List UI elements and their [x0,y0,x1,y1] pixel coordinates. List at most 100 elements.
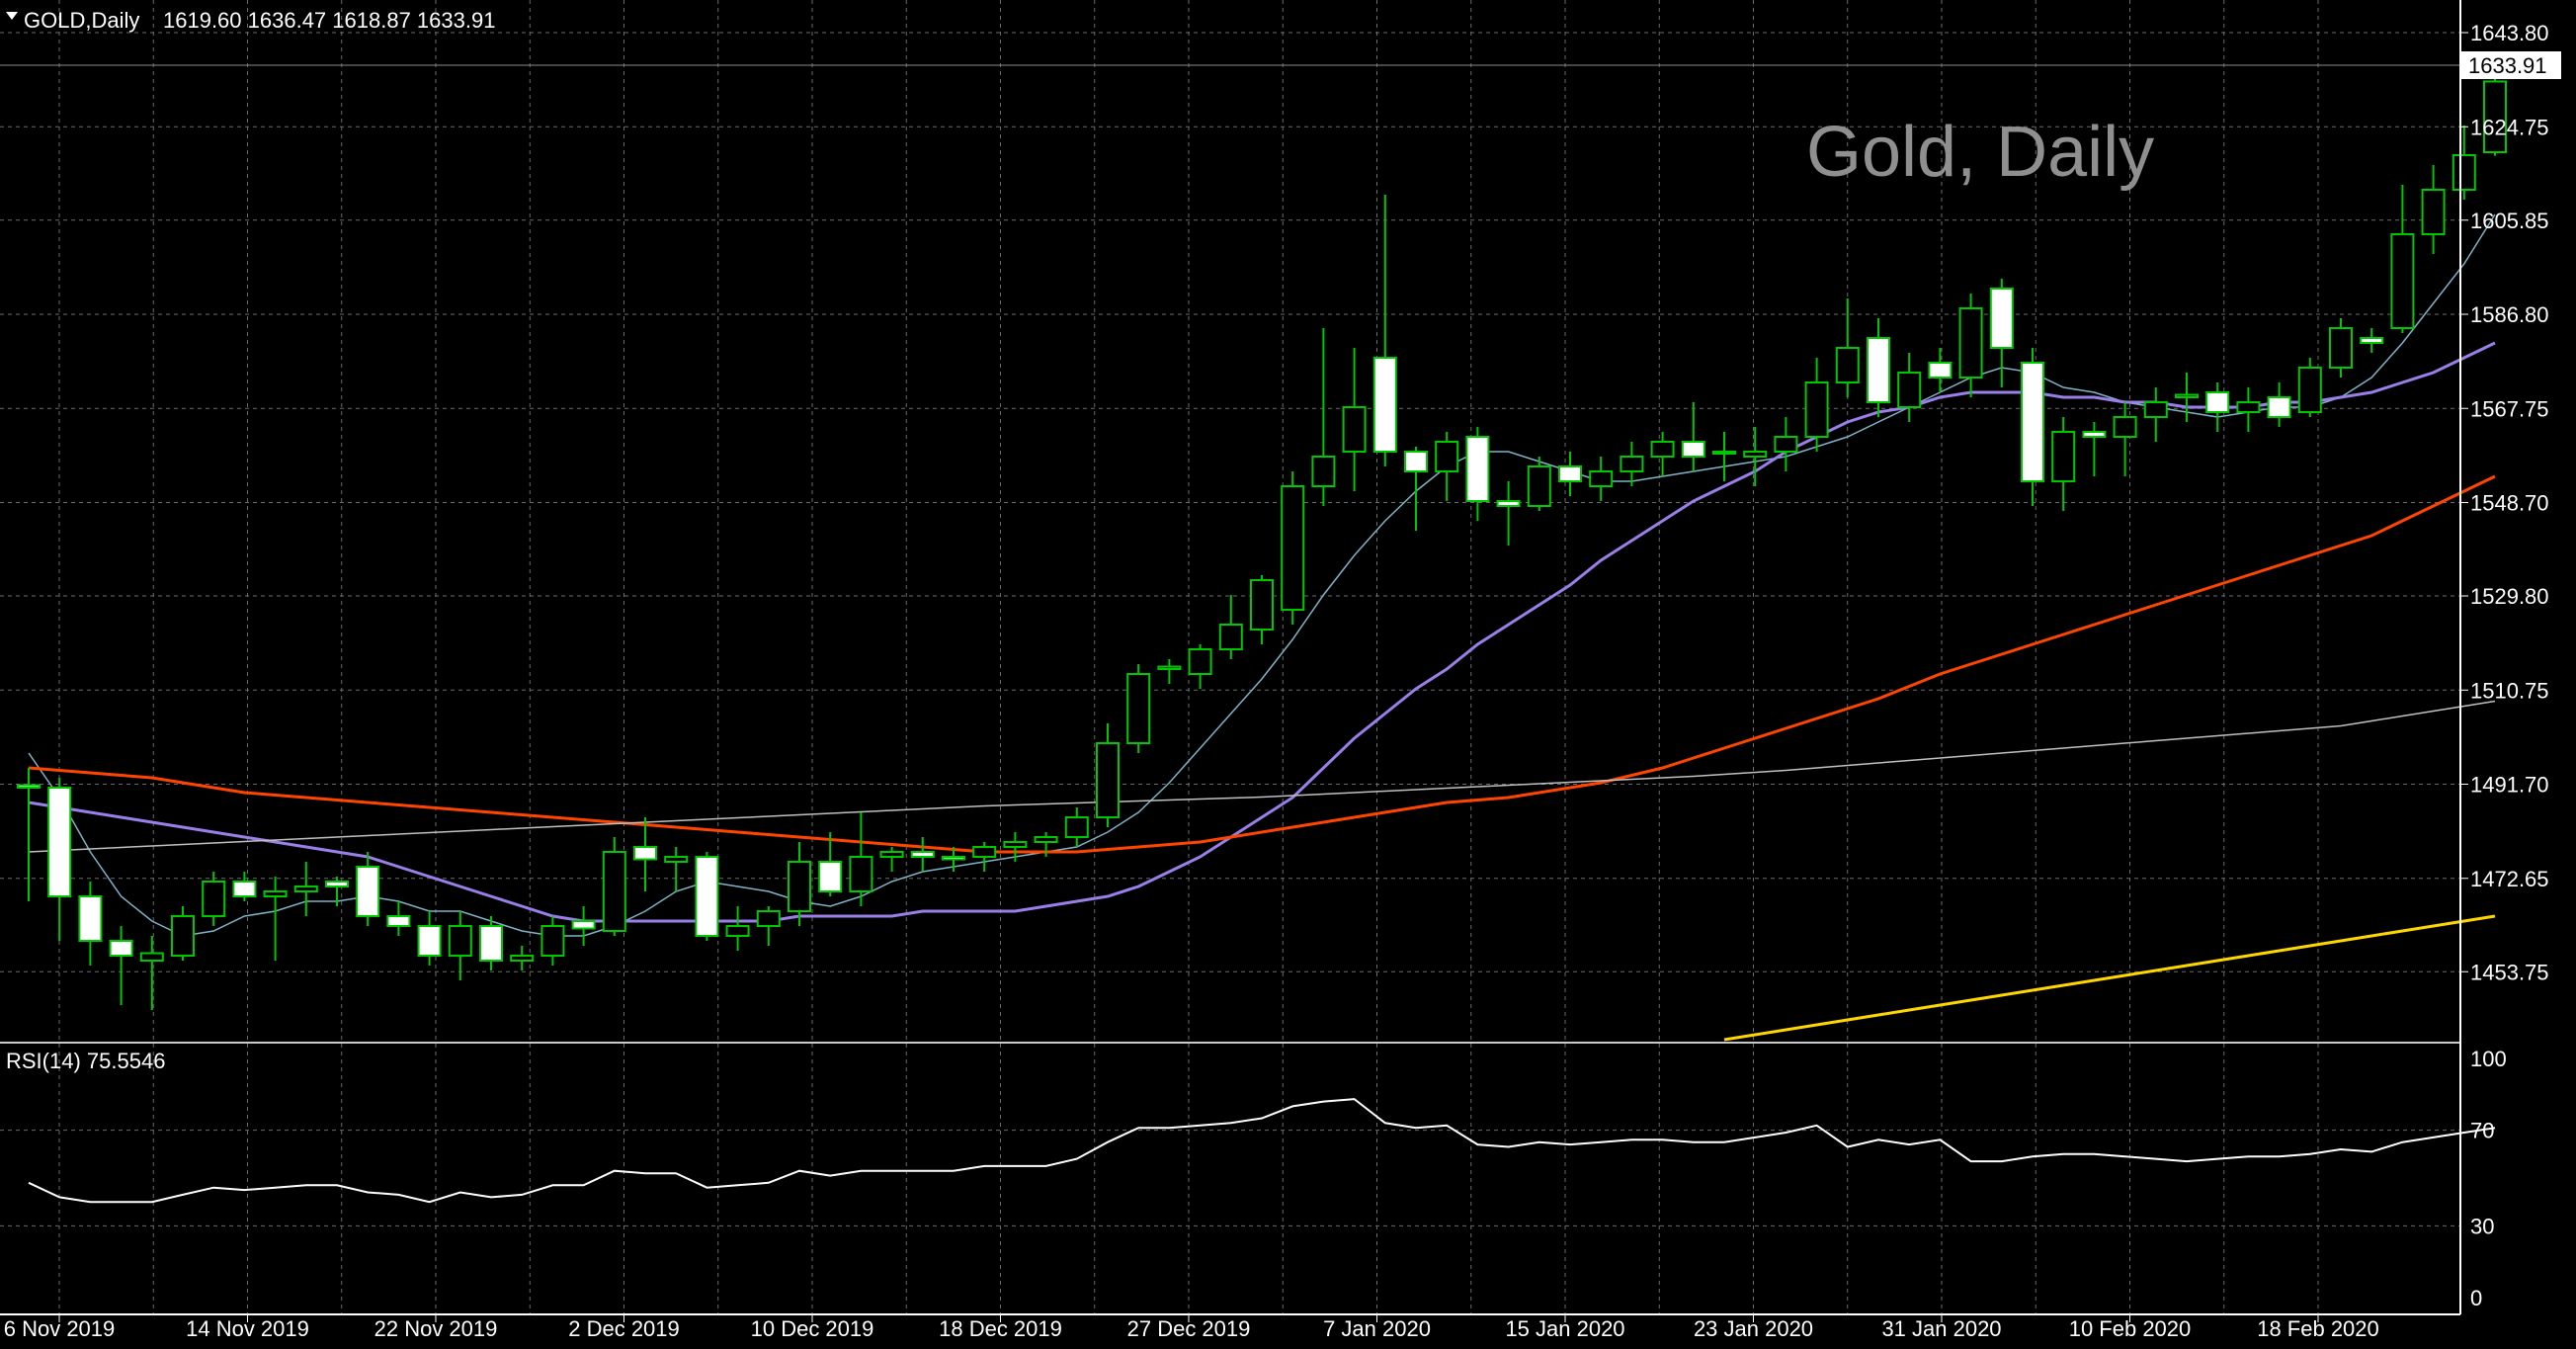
candle [1958,294,1983,397]
candle-body-up [1064,816,1089,838]
candle-body-up [1743,451,1768,458]
candle-body-down [232,881,257,897]
candle [2113,402,2137,476]
candle-body-up [1650,441,1675,458]
candle [1743,427,1768,486]
candle-body-up [879,851,904,858]
candle [78,882,103,966]
candle-body-down [2360,337,2384,344]
candle [2421,165,2446,254]
ma-very-long-line [1723,914,2496,1042]
candle-body-up [1435,441,1459,472]
candle [2483,68,2507,156]
candle [571,906,596,946]
candle-body-up [2390,233,2415,329]
candle [849,812,873,906]
price-tick-label: 1605.85 [2470,209,2549,233]
candle-body-up [202,881,226,917]
candle-body-up [2143,401,2168,418]
candle-body-up [1527,465,1551,507]
candle-body-down [1867,337,1890,403]
candle [788,842,811,926]
candle [1465,427,1490,521]
candle-body-down [47,787,72,897]
candle [1835,298,1860,397]
candle [2390,185,2415,333]
candle-body-down [633,846,657,861]
candle-body-up [2113,416,2137,438]
rsi-pane [28,1098,2496,1204]
candle-body-down [109,940,133,957]
candle-body-down [386,915,411,927]
candle-body-up [2236,401,2261,413]
candle [417,911,442,966]
candle-body-up [1620,456,1644,472]
candle-body-up [1958,307,1983,379]
candle [232,872,257,901]
candle [386,901,411,936]
date-tick-label: 31 Jan 2020 [1881,1316,2001,1341]
price-tick-label: 1453.75 [2470,960,2549,984]
candle-body-up [2175,393,2199,398]
candle [2329,318,2353,378]
date-tick-label: 18 Dec 2019 [939,1316,1062,1341]
candle [664,847,689,891]
candle [1003,832,1028,862]
candle [1774,417,1798,471]
candle-body-down [1465,436,1490,502]
candle-body-up [1897,372,1922,408]
rsi-tick-label: 0 [2470,1286,2482,1310]
candle-body-up [788,861,811,912]
candle [1404,447,1428,531]
candle [448,911,472,980]
price-tick-label: 1491.70 [2470,773,2549,798]
date-tick-label: 22 Nov 2019 [374,1316,498,1341]
date-tick-label: 6 Nov 2019 [4,1316,116,1341]
candle-body-down [1989,288,2014,349]
candle [510,946,535,970]
candle-body-up [2329,327,2353,369]
candle-body-up [849,856,873,892]
candle [1681,402,1705,471]
candle-body-up [2451,154,2476,191]
candle-body-down [695,856,719,937]
candle [2021,348,2044,506]
candle [540,916,565,966]
candle [1157,659,1182,684]
candle-body-up [1218,624,1243,650]
price-tick-label: 1510.75 [2470,678,2549,703]
candle [1034,832,1058,857]
candle-body-up [756,910,781,927]
collapse-triangle-icon[interactable] [6,12,18,20]
moving-averages [28,213,2496,1042]
current-price-label: 1633.91 [2468,53,2547,78]
candle-body-up [1835,347,1860,383]
candle [1126,664,1151,753]
candle-body-up [1311,456,1336,487]
candle-body-down [479,925,503,962]
grid [0,0,2460,1314]
candle-body-down [910,851,935,858]
candle-body-down [1404,451,1428,472]
rsi-tick-label: 30 [2470,1214,2494,1238]
candle [2143,387,2168,442]
candle-body-up [664,856,689,863]
candle [356,852,380,926]
candle [2082,422,2107,476]
symbol-timeframe: GOLD,Daily [24,8,139,33]
candle-body-up [448,925,472,957]
candle-body-up [1157,665,1182,670]
candle-body-up [1342,406,1367,453]
candle [879,847,904,872]
candle [1372,195,1397,466]
rsi-tick-label: 70 [2470,1119,2494,1143]
ma-fast-line [28,213,2496,937]
candle-body-up [2297,367,2322,413]
candle-body-down [2267,396,2291,418]
candle-body-down [417,925,442,957]
date-axis: 6 Nov 2019 14 Nov 2019 22 Nov 2019 2 Dec 20… [4,1314,2379,1341]
candle [171,906,195,961]
candle [910,837,935,872]
ma-medium-line [28,341,2496,923]
